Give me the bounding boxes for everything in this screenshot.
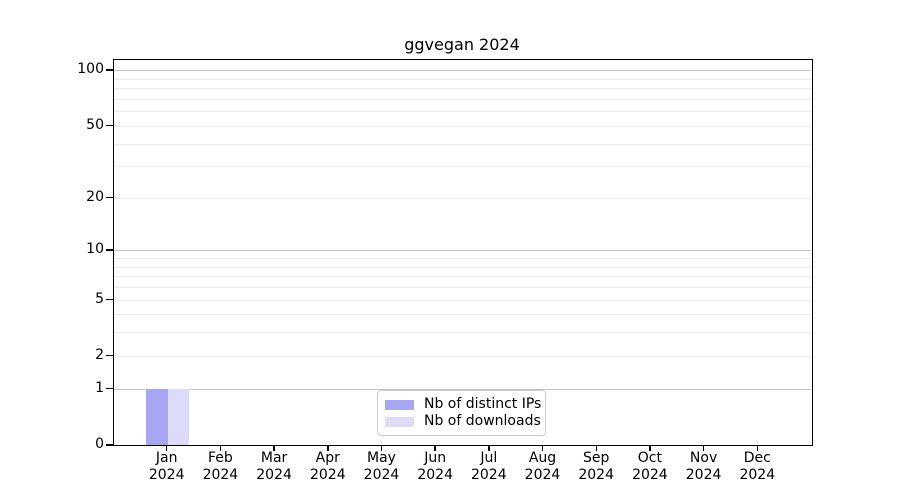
x-tick-label: Aug 2024 bbox=[524, 450, 561, 483]
gridline-minor bbox=[114, 78, 812, 80]
y-tick-label: 5 bbox=[95, 290, 104, 307]
x-tick-mark bbox=[756, 445, 759, 451]
x-tick-mark bbox=[649, 445, 651, 451]
chart-title: ggvegan 2024 bbox=[404, 35, 520, 54]
x-tick-label: Jan 2024 bbox=[148, 450, 185, 483]
gridline-minor bbox=[114, 276, 812, 278]
x-tick-label: Sep 2024 bbox=[578, 450, 614, 483]
gridline-minor bbox=[114, 98, 812, 100]
gridline-minor bbox=[114, 143, 812, 145]
gridline-minor bbox=[114, 287, 812, 288]
gridline-minor bbox=[114, 332, 812, 334]
y-tick-mark bbox=[106, 387, 113, 390]
y-tick-mark bbox=[106, 69, 113, 71]
x-tick-mark bbox=[434, 445, 436, 451]
legend: Nb of distinct IPs Nb of downloads bbox=[377, 390, 546, 436]
legend-swatch-downloads bbox=[385, 416, 414, 427]
x-tick-label: Oct 2024 bbox=[632, 450, 668, 483]
x-tick-mark bbox=[488, 445, 490, 451]
bar-downloads bbox=[167, 388, 190, 445]
legend-swatch-distinct-ips bbox=[385, 399, 414, 410]
gridline-minor bbox=[114, 88, 812, 90]
x-tick-mark bbox=[541, 445, 544, 451]
x-tick-mark bbox=[380, 445, 383, 451]
x-tick-label: Nov 2024 bbox=[685, 450, 722, 483]
x-tick-mark bbox=[327, 445, 329, 451]
x-tick-label: Mar 2024 bbox=[256, 450, 292, 483]
x-tick-label: May 2024 bbox=[363, 450, 400, 483]
gridline-minor bbox=[114, 111, 812, 113]
legend-label: Nb of downloads bbox=[424, 413, 541, 429]
gridline-minor bbox=[114, 266, 812, 268]
x-tick-label: Dec 2024 bbox=[739, 450, 776, 483]
x-tick-mark bbox=[219, 445, 222, 451]
y-tick-mark bbox=[106, 249, 113, 251]
x-tick-mark bbox=[165, 445, 168, 451]
legend-row: Nb of distinct IPs bbox=[385, 396, 541, 413]
bar-distinct-ips bbox=[146, 388, 168, 445]
gridline-minor bbox=[114, 166, 812, 168]
y-tick-label: 100 bbox=[77, 61, 104, 78]
gridline-minor bbox=[114, 314, 812, 316]
gridline-minor bbox=[114, 197, 812, 199]
y-tick-label: 50 bbox=[86, 116, 104, 133]
x-tick-mark bbox=[273, 445, 275, 451]
x-tick-label: Feb 2024 bbox=[202, 450, 239, 483]
x-tick-mark bbox=[702, 445, 705, 451]
y-tick-label: 1 bbox=[95, 379, 104, 396]
y-tick-label: 10 bbox=[86, 241, 104, 258]
gridline-minor bbox=[114, 299, 812, 301]
y-tick-label: 2 bbox=[95, 346, 104, 363]
y-tick-label: 0 bbox=[95, 436, 104, 452]
x-tick-label: Jun 2024 bbox=[417, 450, 453, 483]
y-tick-mark bbox=[106, 444, 113, 446]
x-tick-mark bbox=[595, 445, 597, 451]
plot-area bbox=[113, 59, 813, 446]
y-tick-mark bbox=[106, 196, 113, 199]
gridline-decade bbox=[114, 70, 812, 72]
y-tick-mark bbox=[106, 124, 113, 127]
legend-row: Nb of downloads bbox=[385, 413, 541, 430]
gridline-minor bbox=[114, 125, 812, 127]
gridline-decade bbox=[114, 250, 812, 252]
y-tick-mark bbox=[106, 298, 113, 300]
gridline-decade bbox=[114, 388, 812, 390]
y-tick-label: 20 bbox=[86, 188, 104, 205]
x-tick-label: Apr 2024 bbox=[309, 450, 346, 483]
y-tick-mark bbox=[106, 354, 113, 357]
legend-label: Nb of distinct IPs bbox=[424, 396, 542, 412]
gridline-minor bbox=[114, 355, 812, 357]
x-tick-label: Jul 2024 bbox=[470, 450, 507, 483]
gridline-minor bbox=[114, 258, 812, 260]
